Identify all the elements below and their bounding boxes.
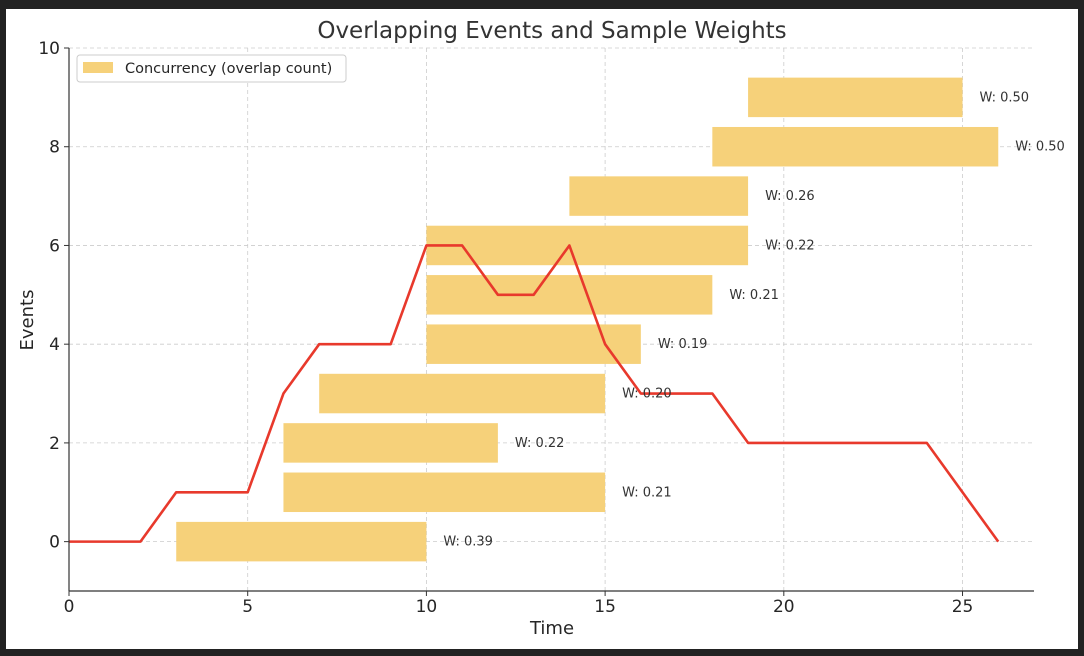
tick-labels: 0 5 10 15 20 25 0 2 4 6 8 10 xyxy=(38,39,973,617)
y-tick-label: 6 xyxy=(49,236,60,256)
weight-label: W: 0.50 xyxy=(980,90,1030,105)
event-bar xyxy=(426,275,713,315)
event-bar xyxy=(426,324,641,364)
weight-label: W: 0.21 xyxy=(622,485,672,500)
event-bar xyxy=(319,373,606,414)
axes xyxy=(64,47,1034,596)
weight-label: W: 0.50 xyxy=(1015,140,1065,155)
legend-label: Concurrency (overlap count) xyxy=(125,61,332,77)
legend-box xyxy=(76,54,347,83)
weight-label: W: 0.20 xyxy=(622,387,672,402)
x-tick-label: 20 xyxy=(773,597,795,617)
event-bar xyxy=(283,472,606,513)
x-tick-label: 15 xyxy=(594,597,616,617)
concurrency-line xyxy=(69,244,1000,543)
y-tick-label: 2 xyxy=(49,434,60,454)
x-tick-label: 5 xyxy=(242,597,253,617)
weight-labels: W: 0.39 W: 0.21 W: 0.22 W: 0.20 W: 0.19 W: 0.… xyxy=(443,90,1064,549)
event-bar xyxy=(569,176,749,216)
y-tick-label: 0 xyxy=(49,533,60,553)
y-axis-title: Events xyxy=(17,290,38,351)
x-tick-label: 0 xyxy=(64,597,75,617)
event-bar xyxy=(283,423,498,463)
weight-label: W: 0.26 xyxy=(765,189,815,204)
y-tick-label: 10 xyxy=(38,39,60,59)
weight-label: W: 0.22 xyxy=(515,436,565,451)
y-tick-label: 4 xyxy=(49,335,60,355)
event-bar xyxy=(712,126,999,167)
x-axis-title: Time xyxy=(529,618,574,639)
weight-label: W: 0.21 xyxy=(729,288,779,303)
event-bars xyxy=(176,77,999,562)
x-tick-label: 25 xyxy=(952,597,974,617)
legend: Concurrency (overlap count) xyxy=(76,54,347,83)
event-bar xyxy=(176,521,427,562)
chart-frame: W: 0.39 W: 0.21 W: 0.22 W: 0.20 W: 0.19 W: 0.… xyxy=(6,9,1078,649)
weight-label: W: 0.22 xyxy=(765,238,815,253)
weight-label: W: 0.19 xyxy=(658,337,708,352)
y-tick-label: 8 xyxy=(49,138,60,158)
chart-title: Overlapping Events and Sample Weights xyxy=(317,18,786,44)
concurrency-line-layer xyxy=(69,244,1000,543)
event-bar xyxy=(748,77,963,118)
x-tick-label: 10 xyxy=(416,597,438,617)
overlap-chart: W: 0.39 W: 0.21 W: 0.22 W: 0.20 W: 0.19 W: 0.… xyxy=(17,18,1065,639)
legend-swatch xyxy=(83,62,113,73)
weight-label: W: 0.39 xyxy=(443,535,493,550)
event-bar xyxy=(426,225,749,266)
